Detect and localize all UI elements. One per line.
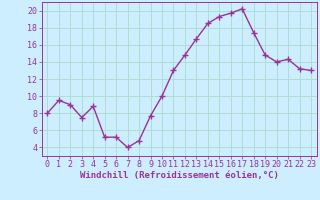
X-axis label: Windchill (Refroidissement éolien,°C): Windchill (Refroidissement éolien,°C) [80, 171, 279, 180]
